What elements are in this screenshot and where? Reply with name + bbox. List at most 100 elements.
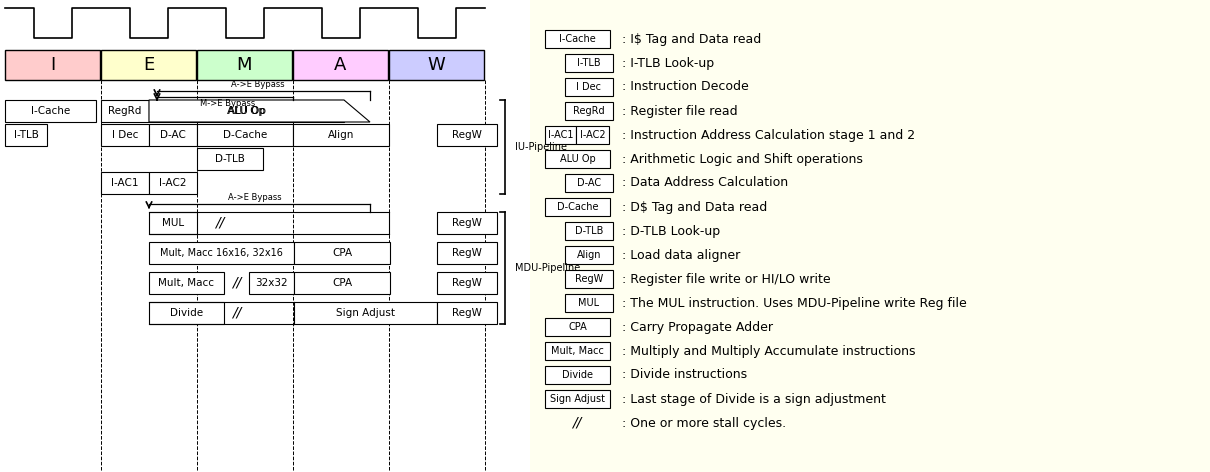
- Bar: [544, 126, 576, 144]
- Text: MUL: MUL: [578, 298, 600, 308]
- Bar: [437, 242, 497, 264]
- Bar: [544, 198, 610, 216]
- Bar: [197, 50, 292, 80]
- Bar: [437, 302, 497, 324]
- Text: I-Cache: I-Cache: [31, 106, 70, 116]
- Text: : I$ Tag and Data read: : I$ Tag and Data read: [622, 33, 761, 45]
- Text: : Instruction Decode: : Instruction Decode: [622, 81, 749, 93]
- Text: M->E Bypass: M->E Bypass: [201, 99, 255, 108]
- Bar: [388, 50, 484, 80]
- Text: : Register file write or HI/LO write: : Register file write or HI/LO write: [622, 272, 830, 286]
- Text: Divide: Divide: [169, 308, 203, 318]
- Bar: [294, 242, 390, 264]
- Text: I-AC1: I-AC1: [548, 130, 574, 140]
- Bar: [565, 78, 613, 96]
- Text: Sign Adjust: Sign Adjust: [551, 394, 605, 404]
- Text: Align: Align: [577, 250, 601, 260]
- Text: : The MUL instruction. Uses MDU-Pipeline write Reg file: : The MUL instruction. Uses MDU-Pipeline…: [622, 296, 967, 310]
- Text: RegRd: RegRd: [574, 106, 605, 116]
- Text: RegW: RegW: [453, 278, 482, 288]
- Bar: [100, 100, 149, 122]
- Bar: [437, 272, 497, 294]
- Text: D-TLB: D-TLB: [575, 226, 604, 236]
- Bar: [437, 212, 497, 234]
- Text: I-TLB: I-TLB: [577, 58, 601, 68]
- Bar: [565, 246, 613, 264]
- Text: : Data Address Calculation: : Data Address Calculation: [622, 177, 788, 189]
- Text: : Instruction Address Calculation stage 1 and 2: : Instruction Address Calculation stage …: [622, 128, 915, 142]
- Bar: [544, 318, 610, 336]
- Text: : Divide instructions: : Divide instructions: [622, 369, 747, 381]
- Text: RegW: RegW: [575, 274, 603, 284]
- Text: I-AC2: I-AC2: [160, 178, 186, 188]
- Polygon shape: [149, 100, 370, 122]
- Text: D-AC: D-AC: [160, 130, 186, 140]
- Bar: [576, 126, 609, 144]
- Bar: [544, 150, 610, 168]
- Text: 32x32: 32x32: [255, 278, 288, 288]
- Text: I-AC2: I-AC2: [580, 130, 605, 140]
- Text: A->E Bypass: A->E Bypass: [229, 193, 282, 202]
- Text: MUL: MUL: [162, 218, 184, 228]
- Text: ALU Op: ALU Op: [559, 154, 595, 164]
- Text: I-AC1: I-AC1: [111, 178, 139, 188]
- Text: Sign Adjust: Sign Adjust: [336, 308, 394, 318]
- Text: : Carry Propagate Adder: : Carry Propagate Adder: [622, 320, 773, 334]
- Bar: [565, 294, 613, 312]
- Text: ALU Op: ALU Op: [227, 106, 265, 116]
- Text: IU-Pipeline: IU-Pipeline: [515, 142, 567, 152]
- Bar: [565, 174, 613, 192]
- Text: Mult, Macc 16x16, 32x16: Mult, Macc 16x16, 32x16: [160, 248, 283, 258]
- Bar: [149, 242, 294, 264]
- Text: A->E Bypass: A->E Bypass: [231, 80, 284, 89]
- Text: A: A: [334, 56, 347, 74]
- Text: : Register file read: : Register file read: [622, 104, 738, 118]
- Text: I: I: [50, 56, 56, 74]
- Bar: [197, 148, 263, 170]
- Bar: [149, 212, 197, 234]
- Bar: [437, 124, 497, 146]
- Text: I Dec: I Dec: [111, 130, 138, 140]
- Text: I-TLB: I-TLB: [13, 130, 39, 140]
- Text: //: //: [572, 416, 582, 430]
- Text: I Dec: I Dec: [576, 82, 601, 92]
- Text: : Load data aligner: : Load data aligner: [622, 248, 741, 261]
- Bar: [149, 100, 344, 122]
- Text: : Arithmetic Logic and Shift operations: : Arithmetic Logic and Shift operations: [622, 152, 863, 166]
- Text: CPA: CPA: [332, 248, 352, 258]
- Text: : Multiply and Multiply Accumulate instructions: : Multiply and Multiply Accumulate instr…: [622, 345, 916, 357]
- Bar: [149, 272, 224, 294]
- Bar: [197, 124, 293, 146]
- Text: D-TLB: D-TLB: [215, 154, 244, 164]
- Text: Mult, Macc: Mult, Macc: [159, 278, 214, 288]
- Text: RegRd: RegRd: [109, 106, 142, 116]
- Text: RegW: RegW: [453, 308, 482, 318]
- Text: Divide: Divide: [561, 370, 593, 380]
- Bar: [530, 0, 1210, 472]
- Bar: [294, 272, 390, 294]
- Bar: [544, 30, 610, 48]
- Bar: [5, 100, 96, 122]
- Bar: [5, 124, 47, 146]
- Bar: [565, 54, 613, 72]
- Bar: [293, 124, 388, 146]
- Bar: [149, 302, 224, 324]
- Bar: [544, 342, 610, 360]
- Bar: [544, 390, 610, 408]
- Bar: [294, 302, 437, 324]
- Text: //: //: [215, 216, 225, 230]
- Text: CPA: CPA: [569, 322, 587, 332]
- Text: D-AC: D-AC: [577, 178, 601, 188]
- Bar: [293, 50, 388, 80]
- Text: E: E: [143, 56, 154, 74]
- Text: : I-TLB Look-up: : I-TLB Look-up: [622, 57, 714, 69]
- Text: ALU Op: ALU Op: [227, 106, 265, 116]
- Bar: [565, 102, 613, 120]
- Text: : Last stage of Divide is a sign adjustment: : Last stage of Divide is a sign adjustm…: [622, 393, 886, 405]
- Text: RegW: RegW: [453, 130, 482, 140]
- Bar: [100, 172, 149, 194]
- Bar: [100, 124, 149, 146]
- Text: : One or more stall cycles.: : One or more stall cycles.: [622, 416, 786, 430]
- Text: D-Cache: D-Cache: [223, 130, 267, 140]
- Text: : D$ Tag and Data read: : D$ Tag and Data read: [622, 201, 767, 213]
